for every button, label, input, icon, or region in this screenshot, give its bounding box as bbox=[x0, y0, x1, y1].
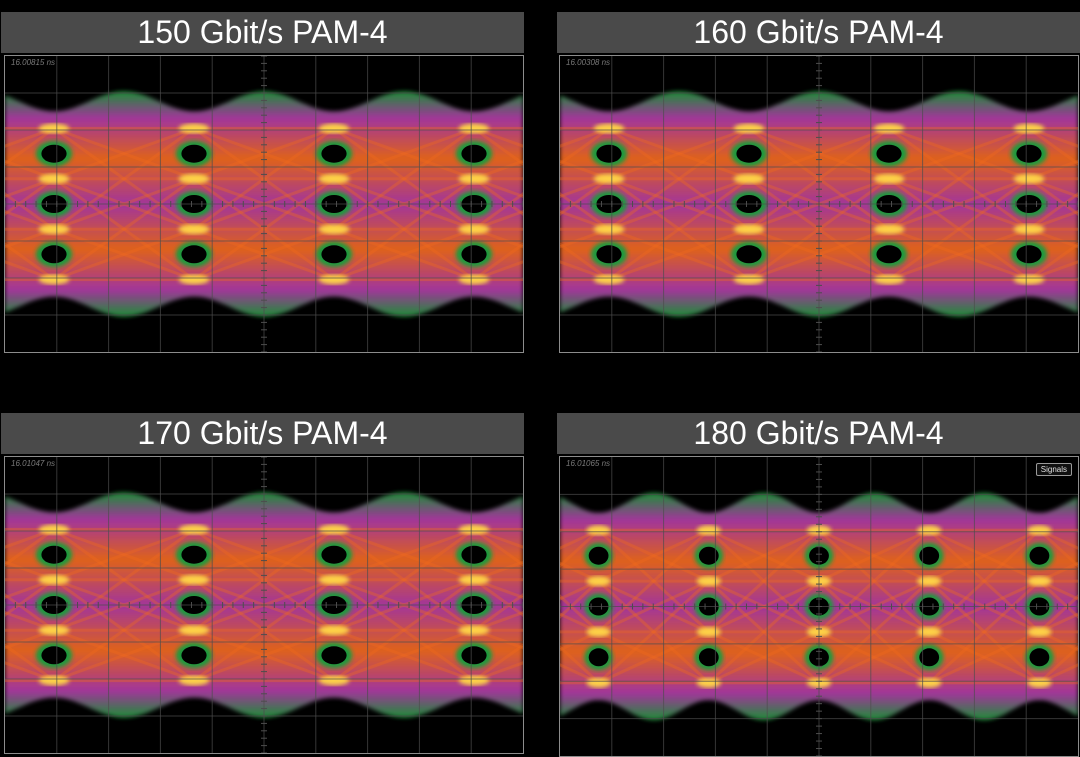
eye-opening bbox=[736, 245, 762, 264]
timestamp-label: 16.00308 ns bbox=[566, 58, 611, 67]
eye-opening bbox=[1016, 245, 1042, 264]
eye-opening bbox=[588, 546, 609, 565]
eye-opening bbox=[461, 646, 487, 665]
eye-diagram-display: 16.00308 ns bbox=[559, 55, 1079, 353]
eye-opening bbox=[181, 245, 207, 264]
timestamp-label: 16.01047 ns bbox=[11, 459, 56, 468]
panel-title: 160 Gbit/s PAM-4 bbox=[557, 12, 1080, 53]
signals-dropdown-button[interactable]: Signals bbox=[1035, 463, 1072, 476]
eye-diagram-plot bbox=[5, 56, 523, 352]
timestamp-label: 16.01065 ns bbox=[566, 459, 611, 468]
eye-opening bbox=[1029, 648, 1050, 667]
eye-opening bbox=[321, 144, 347, 163]
eye-diagram-display: 16.01065 ns Signals bbox=[559, 456, 1079, 757]
eye-diagram-display: 16.01047 ns bbox=[4, 456, 524, 754]
eye-panel-150: 150 Gbit/s PAM-4 16.00815 ns bbox=[1, 12, 524, 355]
eye-opening bbox=[41, 646, 67, 665]
eye-opening bbox=[596, 245, 622, 264]
eye-opening bbox=[321, 245, 347, 264]
eye-diagram-display: 16.00815 ns bbox=[4, 55, 524, 353]
eye-panel-170: 170 Gbit/s PAM-4 16.01047 ns bbox=[1, 413, 524, 755]
eye-opening bbox=[596, 144, 622, 163]
eye-opening bbox=[461, 245, 487, 264]
eye-opening bbox=[461, 144, 487, 163]
eye-opening bbox=[1016, 144, 1042, 163]
eye-opening bbox=[1029, 546, 1050, 565]
eye-panel-180: 180 Gbit/s PAM-4 16.01065 ns Signals bbox=[557, 413, 1080, 757]
panel-title: 170 Gbit/s PAM-4 bbox=[1, 413, 524, 454]
eye-opening bbox=[321, 545, 347, 564]
eye-opening bbox=[41, 545, 67, 564]
eye-opening bbox=[41, 144, 67, 163]
eye-opening bbox=[181, 646, 207, 665]
eye-opening bbox=[736, 144, 762, 163]
eye-opening bbox=[876, 144, 902, 163]
eye-opening bbox=[919, 546, 940, 565]
eye-diagram-plot bbox=[5, 457, 523, 753]
eye-diagram-plot bbox=[560, 457, 1078, 756]
eye-opening bbox=[698, 648, 719, 667]
eye-opening bbox=[461, 545, 487, 564]
eye-opening bbox=[588, 648, 609, 667]
eye-opening bbox=[321, 646, 347, 665]
timestamp-label: 16.00815 ns bbox=[11, 58, 56, 67]
eye-opening bbox=[181, 545, 207, 564]
panel-title: 150 Gbit/s PAM-4 bbox=[1, 12, 524, 53]
eye-opening bbox=[698, 546, 719, 565]
eye-opening bbox=[919, 648, 940, 667]
panel-title: 180 Gbit/s PAM-4 bbox=[557, 413, 1080, 454]
eye-opening bbox=[181, 144, 207, 163]
eye-diagram-plot bbox=[560, 56, 1078, 352]
eye-opening bbox=[41, 245, 67, 264]
eye-panel-160: 160 Gbit/s PAM-4 16.00308 ns bbox=[557, 12, 1080, 355]
eye-opening bbox=[876, 245, 902, 264]
